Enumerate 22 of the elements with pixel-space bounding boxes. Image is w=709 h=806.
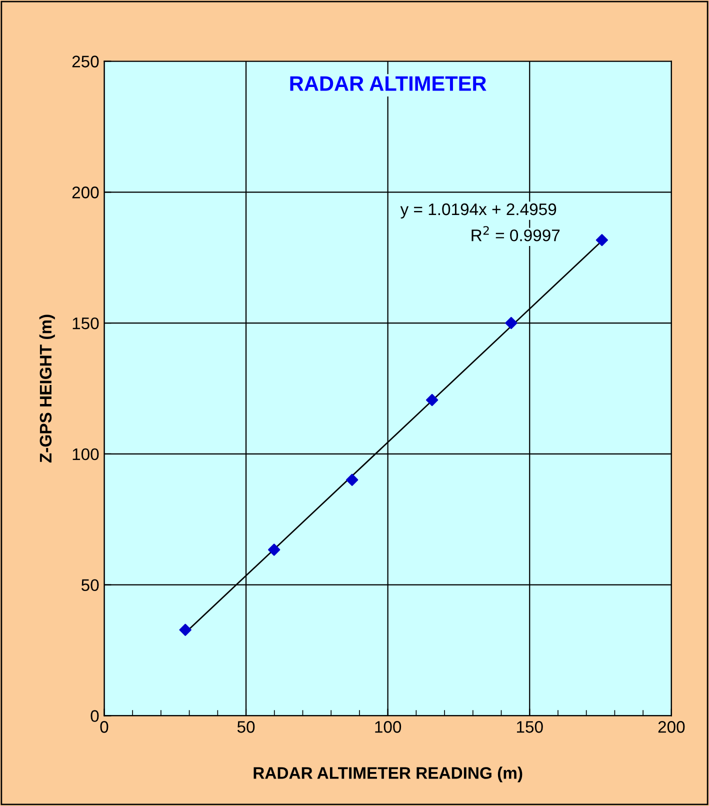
point [346, 474, 358, 486]
x-tick-label: 200 [658, 721, 685, 733]
y-tick-label: 150 [72, 317, 99, 330]
y-tick-label: 100 [72, 448, 99, 460]
x-tick-label: 100 [375, 721, 402, 733]
x-tick-label: 0 [100, 721, 108, 733]
y-tick-label: 50 [81, 579, 99, 592]
y-tick-label: 250 [72, 56, 99, 68]
x-tick-label: 50 [237, 721, 255, 733]
point [426, 394, 438, 406]
y-tick-label: 200 [72, 186, 99, 198]
text: RADAR ALTIMETER [290, 76, 486, 91]
point [596, 234, 608, 246]
x-axis-title: RADAR ALTIMETER READING (m) [254, 766, 522, 782]
point [505, 316, 518, 330]
annotation: y = 1.0194x + 2.4959 [400, 203, 556, 219]
annotation: R$^{2}$ = 0.9997 [472, 226, 560, 242]
y-tick-label: 0 [90, 710, 99, 722]
x-tick-label: 150 [516, 721, 543, 733]
y-axis-title: Z-GPS HEIGHT (m) [39, 314, 55, 463]
point [179, 624, 192, 636]
point [268, 544, 280, 556]
